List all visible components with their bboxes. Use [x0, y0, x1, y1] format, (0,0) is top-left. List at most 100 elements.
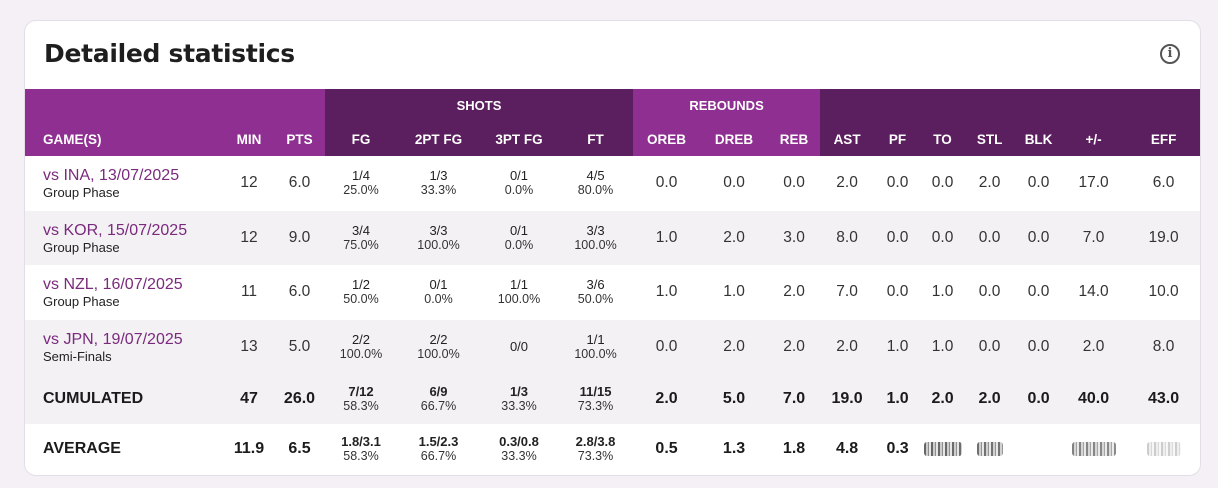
cell-pts: 6.0: [274, 156, 325, 211]
cell-ast: 4.8: [820, 424, 875, 474]
cell-ast: 8.0: [820, 210, 875, 265]
col-header-games: GAME(S): [25, 122, 224, 156]
cell-pf: 0.0: [874, 156, 922, 211]
game-link[interactable]: vs JPN, 19/07/2025: [43, 330, 183, 348]
ft-made-attempted: 1/1: [586, 331, 605, 347]
col-header-ft: FT: [558, 122, 634, 156]
game-link[interactable]: vs INA, 13/07/2025: [43, 167, 180, 185]
cell-to: 0.0: [921, 156, 965, 211]
column-header-row: GAME(S) MIN PTS FG 2PT FG 3PT FG FT OREB…: [25, 122, 1200, 156]
fg3-made-attempted: 0/1: [509, 222, 529, 238]
fg-percent: 50.0%: [343, 292, 379, 307]
col-header-dreb: DREB: [700, 122, 769, 156]
fg2-made-attempted: 0/1: [429, 277, 448, 293]
ft-made-attempted: 3/6: [586, 277, 605, 293]
cell-2pt-fg: 1/3 33.3%: [397, 156, 480, 211]
cell-plus-minus: 7.0: [1062, 210, 1126, 265]
fg3-made-attempted: 1/1: [509, 277, 529, 293]
cell-fg: 2/2 100.0%: [325, 319, 397, 374]
cell-2pt-fg: 2/2 100.0%: [397, 319, 480, 374]
fg-made-attempted: 7/12: [348, 384, 374, 399]
fg-made-attempted: 2/2: [351, 331, 371, 347]
cell-oreb: 2.0: [633, 374, 701, 424]
cell-oreb: 0.0: [633, 319, 701, 374]
fg2-made-attempted: 2/2: [429, 331, 448, 347]
game-phase: Group Phase: [43, 239, 120, 255]
fg2-made-attempted: 3/3: [429, 222, 448, 238]
cell-to: [921, 424, 965, 474]
cell-plus-minus: [1062, 424, 1126, 474]
table-row: vs NZL, 16/07/2025 Group Phase 11 6.0 1/…: [25, 265, 1200, 320]
detailed-statistics-card: Detailed statistics i SHOTS REBOUNDS GAM…: [24, 20, 1201, 476]
average-label: AVERAGE: [25, 424, 224, 474]
cell-dreb: 5.0: [700, 374, 769, 424]
cell-fg: 7/12 58.3%: [325, 374, 397, 424]
game-link[interactable]: vs NZL, 16/07/2025: [43, 276, 183, 294]
fg3-percent: 0.0%: [504, 183, 534, 198]
cell-2pt-fg: 1.5/2.3 66.7%: [397, 424, 480, 474]
cell-oreb: 1.0: [633, 265, 701, 320]
cell-to: 1.0: [921, 319, 965, 374]
table-row: vs INA, 13/07/2025 Group Phase 12 6.0 1/…: [25, 156, 1200, 211]
cell-ft: 11/15 73.3%: [558, 374, 634, 424]
cell-pf: 0.0: [874, 265, 922, 320]
cell-eff: 43.0: [1125, 374, 1200, 424]
cell-ast: 19.0: [820, 374, 875, 424]
col-header-3pt-fg: 3PT FG: [480, 122, 558, 156]
col-header-stl: STL: [964, 122, 1016, 156]
cell-ast: 2.0: [820, 319, 875, 374]
cell-3pt-fg: 0/0: [480, 319, 558, 374]
cell-ast: 2.0: [820, 156, 875, 211]
fg3-made-attempted: 0.3/0.8: [499, 434, 539, 449]
game-phase: Group Phase: [43, 294, 120, 310]
cell-pts: 5.0: [274, 319, 325, 374]
col-header-plus-minus: +/-: [1062, 122, 1126, 156]
cell-plus-minus: 14.0: [1062, 265, 1126, 320]
fg2-percent: 0.0%: [424, 292, 453, 307]
obscured-value: [976, 441, 1003, 456]
game-link[interactable]: vs KOR, 15/07/2025: [43, 221, 188, 239]
fg3-percent: 100.0%: [497, 292, 541, 307]
fg3-percent: 0.0%: [504, 237, 534, 252]
obscured-value: [1146, 441, 1181, 456]
col-header-2pt-fg: 2PT FG: [397, 122, 480, 156]
cumulated-row: CUMULATED 47 26.0 7/12 58.3% 6/9 66.7% 1/3…: [25, 374, 1200, 424]
cell-dreb: 1.0: [700, 265, 769, 320]
cell-reb: 2.0: [768, 319, 821, 374]
group-header-rebounds: REBOUNDS: [633, 89, 821, 122]
cumulated-label: CUMULATED: [25, 374, 224, 424]
cell-eff: 19.0: [1125, 210, 1200, 265]
cell-to: 0.0: [921, 210, 965, 265]
cell-to: 2.0: [921, 374, 965, 424]
col-header-reb: REB: [768, 122, 821, 156]
cell-oreb: 0.5: [633, 424, 701, 474]
cell-dreb: 0.0: [700, 156, 769, 211]
cell-eff: 10.0: [1125, 265, 1200, 320]
fg2-percent: 33.3%: [420, 183, 457, 198]
cell-eff: 8.0: [1125, 319, 1200, 374]
ft-percent: 73.3%: [577, 399, 614, 413]
cell-min: 11: [224, 265, 274, 320]
cell-min: 12: [224, 210, 274, 265]
cell-ft: 4/5 80.0%: [558, 156, 634, 211]
fg-percent: 100.0%: [339, 346, 383, 361]
cell-2pt-fg: 3/3 100.0%: [397, 210, 480, 265]
cell-oreb: 1.0: [633, 210, 701, 265]
game-cell: vs JPN, 19/07/2025 Semi-Finals: [25, 319, 224, 374]
info-icon[interactable]: i: [1160, 44, 1180, 64]
cell-stl: 2.0: [964, 374, 1016, 424]
cell-plus-minus: 40.0: [1062, 374, 1126, 424]
cell-blk: 0.0: [1015, 265, 1063, 320]
game-cell: vs INA, 13/07/2025 Group Phase: [25, 156, 224, 211]
cell-blk: [1015, 424, 1063, 474]
ft-percent: 100.0%: [574, 237, 617, 252]
cell-stl: 0.0: [964, 210, 1016, 265]
cell-blk: 0.0: [1015, 156, 1063, 211]
ft-made-attempted: 4/5: [586, 168, 605, 184]
cell-ft: 3/6 50.0%: [558, 265, 634, 320]
fg-percent: 58.3%: [343, 449, 379, 463]
cell-pts: 26.0: [274, 374, 325, 424]
average-row: AVERAGE 11.9 6.5 1.8/3.1 58.3% 1.5/2.3 66.…: [25, 424, 1200, 474]
cell-fg: 1/2 50.0%: [325, 265, 397, 320]
cell-plus-minus: 17.0: [1062, 156, 1126, 211]
